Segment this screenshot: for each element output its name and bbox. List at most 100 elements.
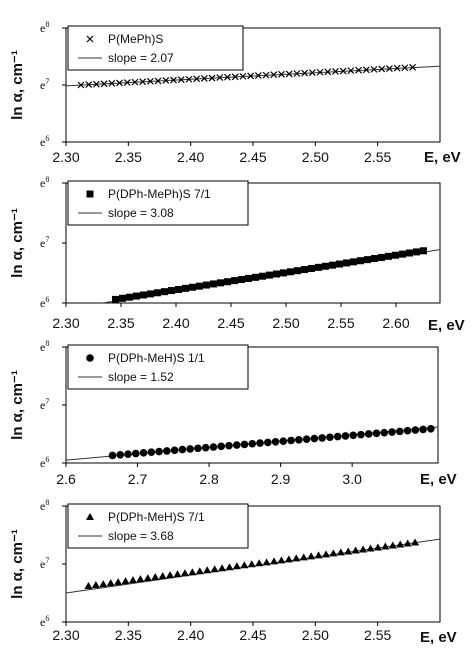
data-point — [332, 68, 339, 75]
data-point — [321, 550, 330, 558]
data-point — [403, 426, 412, 435]
data-point — [359, 545, 368, 553]
legend-line-label: slope = 2.07 — [108, 51, 174, 65]
data-point — [180, 569, 189, 577]
data-point — [247, 560, 256, 568]
data-point — [224, 73, 231, 81]
y-axis-label: ln α, cm⁻¹ — [9, 50, 26, 120]
data-point — [124, 450, 132, 458]
data-point — [307, 552, 316, 560]
data-point — [139, 78, 147, 86]
data-point — [216, 74, 224, 82]
x-axis-label: E, eV — [424, 149, 461, 166]
data-point — [245, 274, 252, 282]
data-point — [409, 63, 416, 71]
data-point — [271, 437, 280, 446]
y-axis-label: ln α, cm⁻¹ — [9, 208, 26, 278]
data-point — [189, 283, 196, 291]
x-tick-label: 2.30 — [52, 627, 79, 643]
data-point — [100, 80, 108, 88]
data-point — [280, 269, 287, 277]
y-axis-label: ln α, cm⁻¹ — [9, 529, 26, 599]
data-point — [351, 546, 360, 554]
data-point — [411, 426, 420, 434]
data-point — [344, 547, 353, 555]
x-tick-label: 3.0 — [342, 471, 362, 487]
data-point — [299, 553, 308, 561]
data-point — [316, 68, 324, 76]
data-point — [188, 568, 197, 576]
data-point — [91, 581, 100, 589]
data-point — [427, 424, 435, 433]
data-point — [343, 259, 350, 267]
data-point — [147, 290, 154, 298]
data-point — [154, 289, 161, 297]
data-point — [108, 451, 117, 460]
x-tick-label: 2.45 — [239, 149, 266, 165]
data-point — [399, 250, 406, 258]
data-point — [155, 447, 163, 456]
data-point — [357, 430, 365, 439]
legend-marker-label: P(MePh)S — [108, 32, 163, 46]
y-tick-label: e8 — [40, 498, 49, 513]
data-point — [263, 438, 272, 447]
legend-line-label: slope = 3.08 — [108, 206, 174, 220]
data-point — [420, 247, 427, 255]
data-point — [339, 67, 347, 75]
legend: P(DPh-MePh)S 7/1 slope = 3.08 — [67, 180, 249, 226]
legend: P(DPh-MeH)S 1/1 slope = 1.52 — [67, 344, 249, 390]
x-tick-label: 2.50 — [272, 315, 299, 331]
x-tick-label: 2.55 — [364, 149, 391, 165]
data-point — [126, 293, 133, 301]
data-point — [301, 69, 309, 77]
x-tick-label: 2.40 — [162, 315, 189, 331]
data-point — [292, 554, 301, 562]
data-point — [413, 248, 420, 256]
data-point — [336, 548, 345, 556]
x-tick-label: 2.30 — [52, 315, 79, 331]
data-point — [262, 558, 271, 566]
data-point — [381, 542, 390, 550]
data-point — [225, 563, 234, 571]
x-axis-label: E, eV — [428, 317, 465, 334]
data-point — [294, 267, 301, 275]
data-point — [112, 295, 119, 303]
data-point — [293, 70, 301, 77]
data-point — [393, 64, 401, 72]
data-point — [151, 573, 160, 581]
data-point — [158, 572, 167, 580]
data-point — [349, 431, 358, 440]
x-tick-label: 2.45 — [217, 315, 244, 331]
data-point — [254, 72, 262, 79]
x-tick-label: 2.30 — [52, 149, 79, 165]
data-point — [224, 278, 231, 286]
data-point — [217, 442, 226, 451]
data-point — [284, 555, 293, 563]
data-point — [329, 261, 336, 269]
data-point — [388, 541, 397, 549]
y-tick-label: e6 — [40, 295, 49, 310]
data-point — [178, 445, 187, 454]
x-tick-label: 2.9 — [271, 471, 291, 487]
fit-line — [66, 65, 440, 87]
data-point — [370, 65, 378, 73]
x-tick-label: 2.60 — [382, 315, 409, 331]
x-tick-label: 2.35 — [115, 149, 142, 165]
data-point — [314, 551, 323, 559]
data-point — [119, 294, 126, 302]
data-point — [270, 71, 278, 79]
data-point — [248, 439, 257, 448]
data-point — [277, 556, 286, 564]
x-tick-label: 2.7 — [128, 471, 148, 487]
legend-box — [67, 503, 249, 549]
data-point — [217, 279, 224, 287]
data-point — [92, 80, 100, 88]
data-point — [201, 443, 210, 452]
data-point — [411, 538, 420, 546]
data-point — [131, 449, 140, 458]
chart-panel-1: e6 e7 e8 2.30 2.35 2.40 2.45 2.50 2.55 ln α, cm⁻¹… — [9, 20, 461, 166]
data-point — [310, 434, 319, 443]
data-point — [209, 443, 218, 451]
data-point — [121, 577, 130, 585]
data-point — [131, 78, 139, 86]
